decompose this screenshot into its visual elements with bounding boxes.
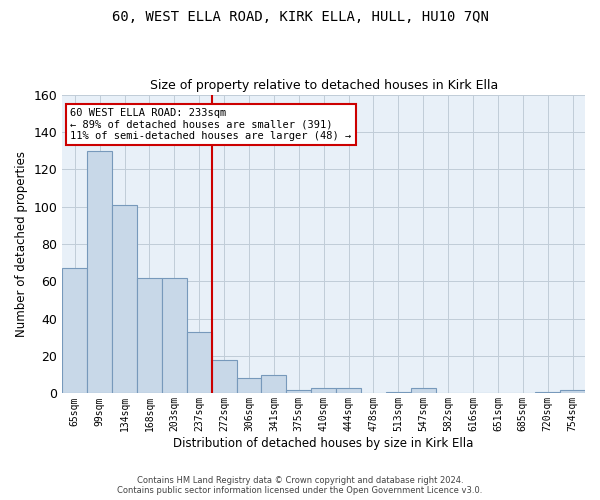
Bar [311,388,336,394]
Text: 60 WEST ELLA ROAD: 233sqm
← 89% of detached houses are smaller (391)
11% of semi: 60 WEST ELLA ROAD: 233sqm ← 89% of detac… [70,108,352,141]
Bar [162,278,187,394]
Bar [87,150,112,394]
Bar [187,332,212,394]
Bar [236,378,262,394]
Bar [560,390,585,394]
Bar [535,392,560,394]
Bar [286,390,311,394]
Bar [262,374,286,394]
Bar [411,388,436,394]
Title: Size of property relative to detached houses in Kirk Ella: Size of property relative to detached ho… [149,79,498,92]
Text: 60, WEST ELLA ROAD, KIRK ELLA, HULL, HU10 7QN: 60, WEST ELLA ROAD, KIRK ELLA, HULL, HU1… [112,10,488,24]
Bar [336,388,361,394]
Bar [212,360,236,394]
Y-axis label: Number of detached properties: Number of detached properties [15,151,28,337]
Bar [137,278,162,394]
Bar [112,205,137,394]
Bar [386,392,411,394]
X-axis label: Distribution of detached houses by size in Kirk Ella: Distribution of detached houses by size … [173,437,474,450]
Bar [62,268,87,394]
Text: Contains HM Land Registry data © Crown copyright and database right 2024.
Contai: Contains HM Land Registry data © Crown c… [118,476,482,495]
